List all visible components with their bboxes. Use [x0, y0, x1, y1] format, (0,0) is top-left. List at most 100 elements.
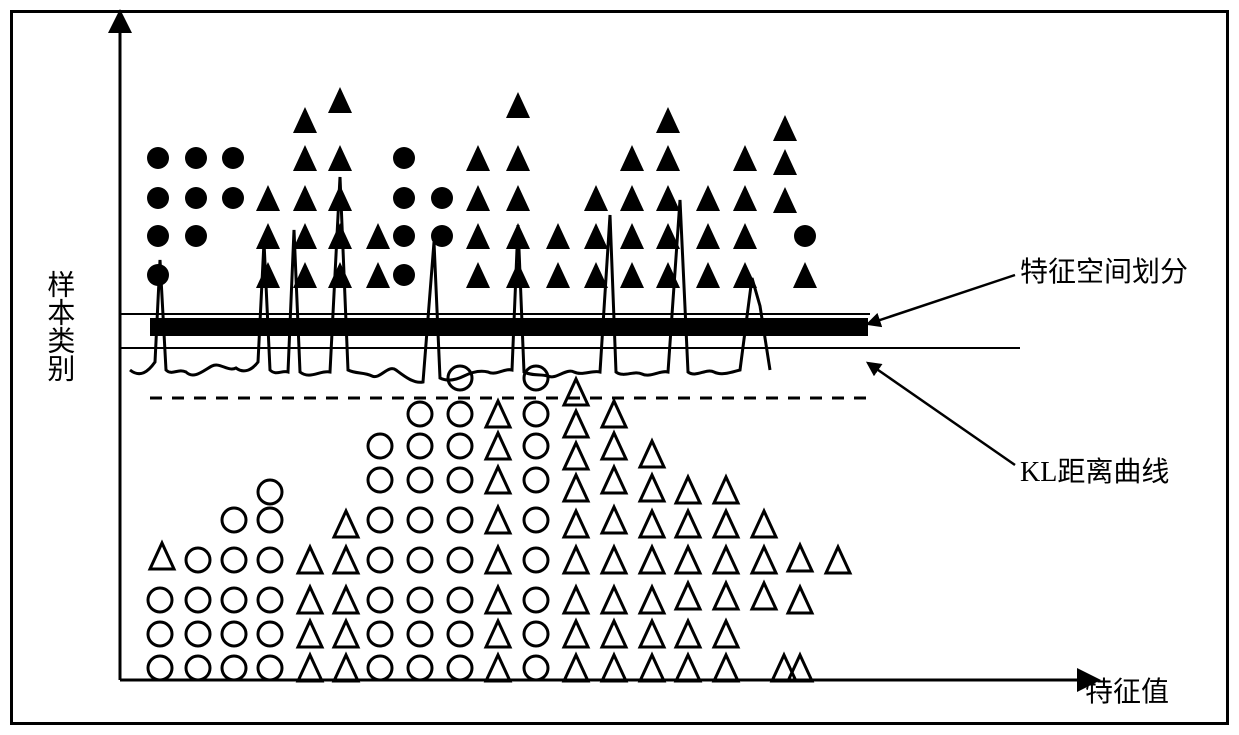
marker-hollow-circle	[368, 588, 392, 612]
marker-hollow-triangle	[334, 587, 358, 613]
marker-hollow-circle	[186, 588, 210, 612]
marker-hollow-triangle	[564, 511, 588, 537]
marker-hollow-triangle	[640, 547, 664, 573]
marker-filled-triangle	[773, 115, 797, 141]
diagram-svg	[0, 0, 1239, 735]
marker-hollow-triangle	[602, 587, 626, 613]
marker-hollow-triangle	[602, 433, 626, 459]
marker-hollow-circle	[148, 622, 172, 646]
marker-hollow-circle	[524, 468, 548, 492]
marker-filled-triangle	[656, 185, 680, 211]
marker-hollow-triangle	[564, 475, 588, 501]
marker-filled-triangle	[293, 107, 317, 133]
marker-hollow-circle	[148, 588, 172, 612]
marker-hollow-triangle	[714, 583, 738, 609]
marker-hollow-triangle	[150, 543, 174, 569]
marker-filled-circle	[185, 225, 207, 247]
marker-hollow-circle	[524, 548, 548, 572]
marker-filled-triangle	[466, 145, 490, 171]
marker-filled-circle	[222, 187, 244, 209]
marker-hollow-circle	[258, 588, 282, 612]
marker-hollow-circle	[408, 508, 432, 532]
marker-hollow-triangle	[676, 547, 700, 573]
marker-filled-circle	[147, 187, 169, 209]
marker-filled-triangle	[546, 262, 570, 288]
marker-hollow-circle	[408, 548, 432, 572]
marker-hollow-circle	[524, 366, 548, 390]
marker-hollow-circle	[408, 402, 432, 426]
marker-hollow-triangle	[564, 443, 588, 469]
marker-hollow-circle	[258, 656, 282, 680]
marker-filled-triangle	[293, 223, 317, 249]
marker-hollow-triangle	[564, 379, 588, 405]
marker-filled-circle	[147, 147, 169, 169]
marker-hollow-circle	[448, 656, 472, 680]
marker-hollow-circle	[408, 434, 432, 458]
marker-filled-triangle	[620, 262, 644, 288]
marker-hollow-triangle	[602, 467, 626, 493]
marker-hollow-triangle	[640, 655, 664, 681]
marker-filled-triangle	[584, 223, 608, 249]
marker-hollow-triangle	[564, 587, 588, 613]
marker-hollow-circle	[408, 622, 432, 646]
marker-hollow-triangle	[826, 547, 850, 573]
marker-hollow-circle	[368, 468, 392, 492]
marker-hollow-triangle	[714, 621, 738, 647]
marker-hollow-triangle	[602, 655, 626, 681]
marker-hollow-circle	[524, 508, 548, 532]
marker-filled-triangle	[256, 262, 280, 288]
marker-hollow-triangle	[334, 621, 358, 647]
marker-filled-triangle	[506, 262, 530, 288]
marker-filled-triangle	[773, 149, 797, 175]
marker-hollow-circle	[222, 508, 246, 532]
marker-hollow-triangle	[676, 511, 700, 537]
marker-hollow-triangle	[640, 475, 664, 501]
marker-hollow-triangle	[602, 621, 626, 647]
marker-hollow-triangle	[640, 511, 664, 537]
marker-hollow-triangle	[564, 621, 588, 647]
marker-hollow-triangle	[714, 477, 738, 503]
marker-filled-triangle	[733, 185, 757, 211]
marker-hollow-triangle	[298, 547, 322, 573]
marker-filled-circle	[393, 187, 415, 209]
marker-hollow-triangle	[564, 655, 588, 681]
marker-filled-triangle	[328, 223, 352, 249]
marker-hollow-triangle	[564, 547, 588, 573]
marker-hollow-triangle	[752, 511, 776, 537]
marker-hollow-circle	[258, 622, 282, 646]
marker-filled-circle	[185, 147, 207, 169]
marker-filled-triangle	[793, 262, 817, 288]
lines	[121, 177, 1020, 398]
marker-hollow-triangle	[640, 587, 664, 613]
marker-hollow-circle	[258, 508, 282, 532]
marker-hollow-triangle	[486, 547, 510, 573]
marker-hollow-circle	[524, 588, 548, 612]
marker-hollow-circle	[448, 548, 472, 572]
marker-hollow-circle	[448, 588, 472, 612]
marker-hollow-triangle	[752, 547, 776, 573]
marker-hollow-triangle	[602, 547, 626, 573]
annotation-arrows	[868, 275, 1015, 465]
marker-hollow-triangle	[714, 547, 738, 573]
marker-hollow-circle	[448, 508, 472, 532]
marker-hollow-triangle	[486, 655, 510, 681]
marker-filled-triangle	[620, 223, 644, 249]
marker-hollow-circle	[524, 402, 548, 426]
marker-filled-circle	[147, 225, 169, 247]
marker-hollow-triangle	[602, 401, 626, 427]
marker-filled-triangle	[506, 145, 530, 171]
marker-filled-circle	[393, 225, 415, 247]
marker-hollow-triangle	[334, 655, 358, 681]
marker-hollow-circle	[186, 622, 210, 646]
marker-hollow-circle	[222, 622, 246, 646]
marker-hollow-triangle	[640, 621, 664, 647]
marker-filled-circle	[185, 187, 207, 209]
marker-filled-triangle	[584, 185, 608, 211]
marker-hollow-triangle	[298, 621, 322, 647]
marker-hollow-circle	[368, 508, 392, 532]
marker-filled-triangle	[328, 262, 352, 288]
marker-hollow-triangle	[486, 467, 510, 493]
marker-hollow-circle	[368, 656, 392, 680]
marker-hollow-circle	[448, 468, 472, 492]
marker-hollow-circle	[408, 468, 432, 492]
